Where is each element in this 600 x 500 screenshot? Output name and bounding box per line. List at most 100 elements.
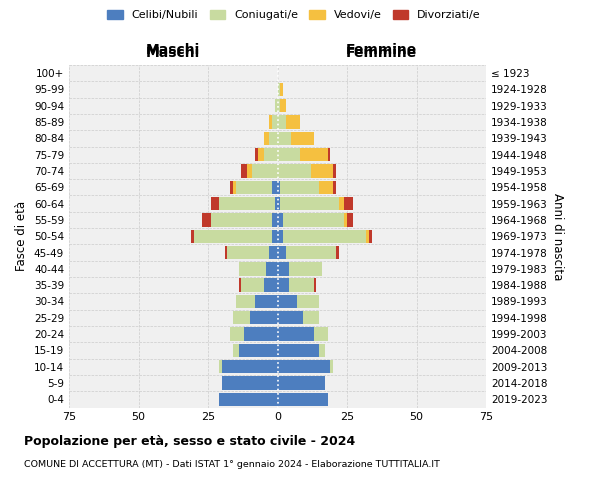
Text: Femmine: Femmine [346,44,418,58]
Bar [272,116,277,129]
Bar [244,328,277,341]
Bar [269,246,277,259]
Bar [289,262,322,276]
Bar [277,278,289,292]
Bar [241,164,247,177]
Bar [283,214,344,226]
Bar [277,246,286,259]
Bar [280,180,319,194]
Bar [297,295,319,308]
Bar [347,214,353,226]
Bar [227,246,269,259]
Bar [269,132,277,145]
Bar [239,262,266,276]
Bar [241,278,263,292]
Bar [280,99,286,112]
Bar [277,180,280,194]
Bar [275,197,277,210]
Bar [331,360,333,374]
Bar [269,116,272,129]
Bar [277,116,286,129]
Bar [277,344,319,357]
Bar [219,392,277,406]
Text: Popolazione per età, sesso e stato civile - 2024: Popolazione per età, sesso e stato civil… [24,435,355,448]
Bar [247,164,253,177]
Bar [277,164,311,177]
Bar [277,311,302,324]
Bar [277,99,280,112]
Text: COMUNE DI ACCETTURA (MT) - Dati ISTAT 1° gennaio 2024 - Elaborazione TUTTITALIA.: COMUNE DI ACCETTURA (MT) - Dati ISTAT 1°… [24,460,440,469]
Bar [222,360,277,374]
Bar [277,148,300,162]
Bar [277,230,283,243]
Bar [280,197,338,210]
Bar [263,278,277,292]
Bar [277,83,280,96]
Bar [194,230,272,243]
Bar [344,214,347,226]
Legend: Celibi/Nubili, Coniugati/e, Vedovi/e, Divorziati/e: Celibi/Nubili, Coniugati/e, Vedovi/e, Di… [103,6,485,25]
Bar [233,180,236,194]
Bar [211,214,272,226]
Bar [289,278,314,292]
Bar [300,148,328,162]
Bar [319,344,325,357]
Bar [272,230,277,243]
Bar [272,214,277,226]
Bar [336,246,338,259]
Bar [250,311,277,324]
Text: Maschi: Maschi [146,46,200,60]
Bar [277,197,280,210]
Bar [255,295,277,308]
Bar [236,295,255,308]
Bar [224,246,227,259]
Bar [319,180,333,194]
Bar [253,164,277,177]
Bar [283,230,367,243]
Bar [277,295,297,308]
Bar [222,376,277,390]
Text: Maschi: Maschi [146,44,200,58]
Bar [333,180,336,194]
Bar [272,180,277,194]
Bar [277,132,292,145]
Bar [344,197,353,210]
Bar [277,376,325,390]
Bar [275,99,277,112]
Bar [236,180,272,194]
Bar [191,230,194,243]
Bar [202,214,211,226]
Bar [233,311,250,324]
Bar [277,392,328,406]
Bar [239,344,277,357]
Bar [277,328,314,341]
Text: Femmine: Femmine [346,46,418,60]
Bar [230,180,233,194]
Y-axis label: Fasce di età: Fasce di età [16,201,28,272]
Bar [311,164,333,177]
Bar [233,344,239,357]
Bar [219,360,222,374]
Bar [367,230,369,243]
Bar [314,328,328,341]
Bar [333,164,336,177]
Bar [338,197,344,210]
Bar [239,278,241,292]
Bar [263,148,277,162]
Bar [266,262,277,276]
Bar [328,148,331,162]
Bar [277,360,331,374]
Bar [286,246,336,259]
Bar [292,132,314,145]
Bar [369,230,372,243]
Y-axis label: Anni di nascita: Anni di nascita [551,192,564,280]
Bar [255,148,258,162]
Bar [230,328,244,341]
Bar [258,148,263,162]
Bar [219,197,275,210]
Bar [277,262,289,276]
Bar [277,214,283,226]
Bar [314,278,316,292]
Bar [263,132,269,145]
Bar [280,83,283,96]
